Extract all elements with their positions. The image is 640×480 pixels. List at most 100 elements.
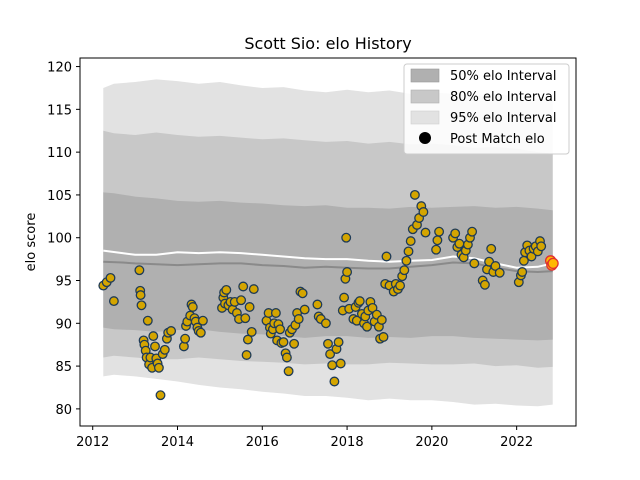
elo-point bbox=[378, 332, 389, 342]
legend: 50% elo Interval 80% elo Interval 95% el… bbox=[403, 63, 570, 155]
elo-point bbox=[159, 344, 170, 355]
x-tick-label: 2018 bbox=[331, 435, 364, 450]
x-tick-label: 2014 bbox=[161, 435, 194, 450]
elo-point bbox=[432, 235, 443, 246]
y-tick-label: 95 bbox=[55, 275, 72, 290]
x-tick-label: 2016 bbox=[246, 435, 279, 450]
elo-point bbox=[275, 324, 286, 335]
legend-label-80: 80% elo Interval bbox=[450, 90, 557, 105]
elo-point bbox=[150, 341, 160, 352]
elo-point bbox=[431, 244, 442, 255]
elo-point bbox=[399, 265, 410, 276]
elo-point bbox=[187, 302, 198, 312]
y-tick-label: 115 bbox=[47, 103, 72, 118]
elo-point bbox=[405, 236, 416, 247]
y-axis-label: elo score bbox=[24, 213, 39, 272]
legend-swatch-80 bbox=[410, 89, 440, 104]
elo-point bbox=[494, 267, 505, 278]
legend-label-95: 95% elo Interval bbox=[450, 111, 557, 126]
elo-point bbox=[148, 331, 159, 342]
elo-point bbox=[401, 255, 412, 266]
y-axis-ticks: 80 85 90 95 100 105 110 115 120 bbox=[47, 61, 80, 418]
legend-swatch-95 bbox=[410, 110, 440, 125]
elo-point bbox=[283, 366, 294, 377]
elo-point bbox=[293, 314, 304, 324]
legend-swatch-50 bbox=[410, 68, 440, 83]
elo-point bbox=[299, 304, 310, 315]
elo-point bbox=[135, 290, 146, 301]
elo-point bbox=[323, 338, 333, 349]
elo-point bbox=[238, 281, 249, 292]
elo-point bbox=[335, 358, 346, 369]
elo-point bbox=[105, 272, 116, 283]
elo-point bbox=[381, 251, 392, 262]
elo-point bbox=[134, 265, 145, 276]
elo-point bbox=[420, 227, 431, 238]
elo-point bbox=[517, 267, 528, 277]
elo-point bbox=[376, 314, 387, 325]
elo-point bbox=[136, 300, 147, 311]
elo-point bbox=[195, 327, 206, 338]
recent-elo-point bbox=[547, 257, 559, 270]
y-tick-label: 110 bbox=[47, 146, 72, 161]
elo-point bbox=[142, 315, 153, 326]
elo-point bbox=[329, 376, 340, 387]
elo-point bbox=[486, 243, 497, 254]
elo-point bbox=[454, 238, 465, 249]
elo-point bbox=[312, 299, 323, 310]
elo-point bbox=[242, 334, 253, 345]
elo-point bbox=[244, 302, 255, 312]
x-tick-label: 2012 bbox=[76, 435, 109, 450]
legend-marker-post-match bbox=[419, 132, 431, 144]
x-axis-ticks: 2012 2014 2016 2018 2020 2022 bbox=[76, 426, 533, 450]
elo-point bbox=[153, 362, 164, 373]
elo-point bbox=[333, 337, 344, 348]
elo-point bbox=[180, 333, 191, 344]
elo-point bbox=[341, 232, 352, 243]
chart-title: Scott Sio: elo History bbox=[244, 34, 411, 53]
elo-point bbox=[270, 308, 281, 318]
elo-point bbox=[166, 326, 177, 336]
elo-point bbox=[320, 318, 331, 329]
y-tick-label: 105 bbox=[47, 189, 72, 204]
y-tick-label: 85 bbox=[55, 360, 72, 375]
elo-point bbox=[467, 226, 478, 237]
elo-point bbox=[241, 350, 252, 360]
elo-point bbox=[450, 228, 461, 239]
elo-point bbox=[197, 315, 208, 326]
elo-point bbox=[278, 337, 289, 348]
y-tick-label: 90 bbox=[55, 317, 72, 332]
elo-point bbox=[362, 321, 372, 332]
plot-frame bbox=[79, 57, 577, 427]
trend-lines bbox=[103, 249, 553, 274]
legend-label-post-match: Post Match elo bbox=[450, 132, 545, 147]
elo-point bbox=[479, 279, 490, 290]
elo-point bbox=[248, 284, 259, 295]
elo-point bbox=[536, 241, 547, 252]
legend-frame bbox=[403, 63, 570, 155]
elo-point bbox=[339, 292, 350, 303]
elo-point bbox=[403, 246, 414, 257]
legend-label-50: 50% elo Interval bbox=[450, 69, 557, 84]
elo-point bbox=[395, 280, 406, 291]
elo-point bbox=[409, 189, 420, 200]
elo-point bbox=[240, 313, 251, 324]
elo-point bbox=[418, 207, 429, 217]
elo-point bbox=[289, 338, 300, 349]
y-tick-label: 100 bbox=[47, 232, 72, 247]
elo-point bbox=[246, 326, 257, 337]
elo-point bbox=[327, 360, 338, 371]
elo-points bbox=[98, 189, 559, 401]
x-tick-label: 2022 bbox=[500, 435, 533, 450]
elo-point bbox=[367, 302, 378, 313]
elo-point bbox=[155, 390, 166, 401]
x-tick-label: 2020 bbox=[415, 435, 448, 450]
elo-point bbox=[434, 226, 445, 237]
elo-point bbox=[281, 352, 292, 363]
median-line bbox=[103, 260, 553, 274]
y-tick-label: 120 bbox=[47, 61, 72, 76]
elo-point bbox=[108, 296, 119, 307]
elo-point bbox=[325, 349, 336, 360]
elo-point bbox=[342, 267, 353, 277]
elo-point bbox=[236, 295, 247, 306]
